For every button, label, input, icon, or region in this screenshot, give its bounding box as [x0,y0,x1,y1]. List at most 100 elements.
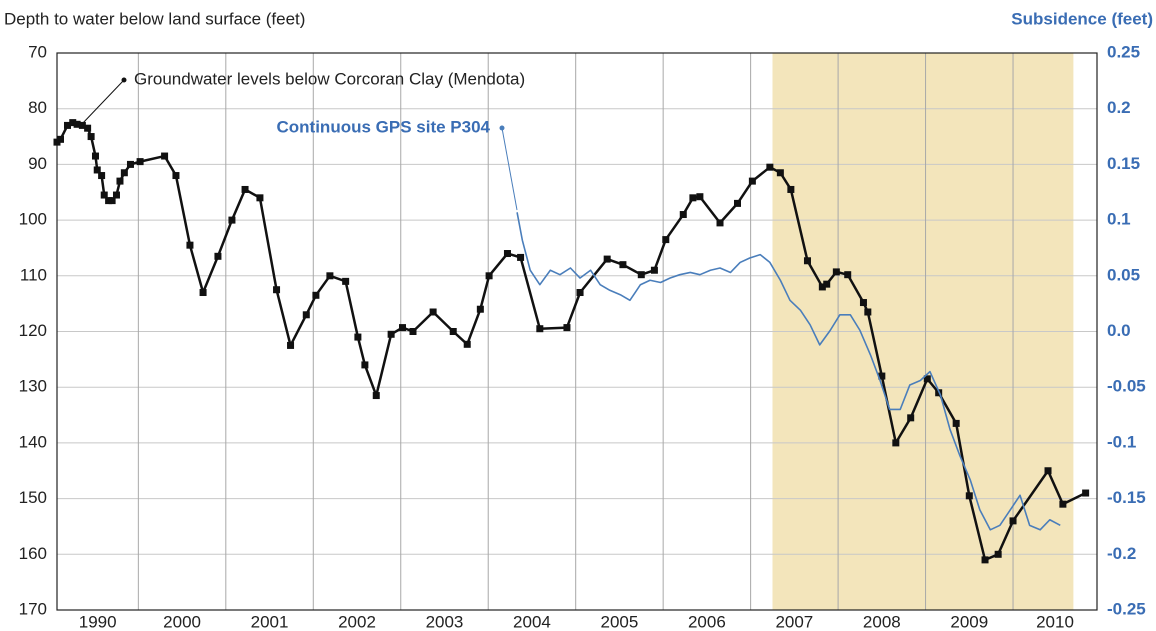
data-point [387,330,395,338]
data-point [485,272,493,280]
data-point [1009,517,1017,525]
data-point [878,372,886,380]
y-tick-label: 120 [19,321,47,340]
y2-axis-title: Subsidence (feet) [1011,9,1153,28]
data-point [892,439,900,447]
y2-tick-label: 0.15 [1107,154,1140,173]
data-line [516,212,1061,531]
data-point [776,169,784,177]
data-point [536,325,544,333]
y-tick-label: 150 [19,488,47,507]
data-point [273,286,281,294]
data-point [214,252,222,260]
data-point [354,333,362,341]
annotation: Continuous GPS site P304 [277,117,491,136]
leader-dot [499,125,505,131]
data-point [172,172,180,180]
data-point [1044,467,1052,475]
data-point [476,305,484,313]
data-point [429,308,437,316]
data-point [449,328,457,335]
y-tick-label: 100 [19,210,47,229]
data-point [56,135,64,143]
data-point [517,253,525,261]
data-point [1059,500,1067,508]
data-point [287,341,295,349]
data-point [1082,489,1090,497]
data-point [116,177,124,185]
leader-line [81,79,125,125]
data-point [302,311,310,319]
data-point [120,169,128,177]
data-point [689,194,697,202]
data-point [907,414,915,422]
data-point [844,271,852,279]
y-axis-title: Depth to water below land surface (feet) [4,9,305,28]
data-point [372,392,380,400]
data-point [136,158,144,166]
data-point [312,291,320,299]
data-point [463,340,471,348]
y-tick-label: 110 [20,265,47,284]
plot-border [56,52,1098,611]
data-point [91,152,99,160]
data-point [78,121,86,129]
y-tick-label: 160 [19,544,47,563]
data-point [859,299,867,307]
data-point [734,199,742,207]
data-point [241,185,249,193]
data-point [864,308,872,316]
data-point [112,191,120,199]
data-point [361,361,369,369]
x-tick-label: 2006 [688,612,726,631]
data-point [696,193,704,201]
data-point [716,219,724,227]
data-point [93,166,101,174]
data-point [637,271,645,279]
data-point [748,177,756,185]
data-point [923,375,931,383]
data-point [981,556,989,564]
data-point [409,328,417,335]
y2-tick-label: 0.0 [1107,321,1131,340]
data-point [100,191,108,199]
data-point [256,194,264,202]
x-tick-label: 2004 [513,612,551,631]
data-point [563,324,571,332]
y2-tick-label: -0.1 [1107,432,1136,451]
data-point [650,266,658,274]
y2-tick-label: -0.15 [1107,488,1146,507]
data-point [84,124,92,132]
x-tick-label: 2000 [163,612,201,631]
x-tick-label: 2009 [950,612,988,631]
y2-tick-label: 0.25 [1107,42,1140,61]
data-point [342,277,350,285]
y-tick-label: 80 [28,98,47,117]
data-point [965,492,973,500]
x-tick-label: 2008 [863,612,901,631]
data-point [186,241,194,249]
data-point [576,289,584,297]
y2-tick-label: 0.1 [1107,210,1131,229]
annotation: Groundwater levels below Corcoran Clay (… [134,69,525,88]
y2-tick-label: 0.05 [1107,265,1140,284]
data-point [832,268,840,276]
x-tick-label: 2005 [601,612,639,631]
data-point [326,272,334,280]
x-tick-label: 2001 [251,612,289,631]
data-point [679,211,687,219]
x-tick-label: 2002 [338,612,376,631]
leader-dot [121,77,127,83]
data-point [228,216,236,224]
y-tick-label: 90 [28,154,47,173]
data-point [199,289,207,297]
y2-tick-label: -0.2 [1107,544,1136,563]
data-point [87,133,95,141]
data-point [126,160,134,168]
data-point [161,152,169,160]
y2-tick-label: -0.25 [1107,599,1146,618]
data-point [619,261,627,269]
leader-line [501,127,518,211]
data-point [69,119,77,127]
